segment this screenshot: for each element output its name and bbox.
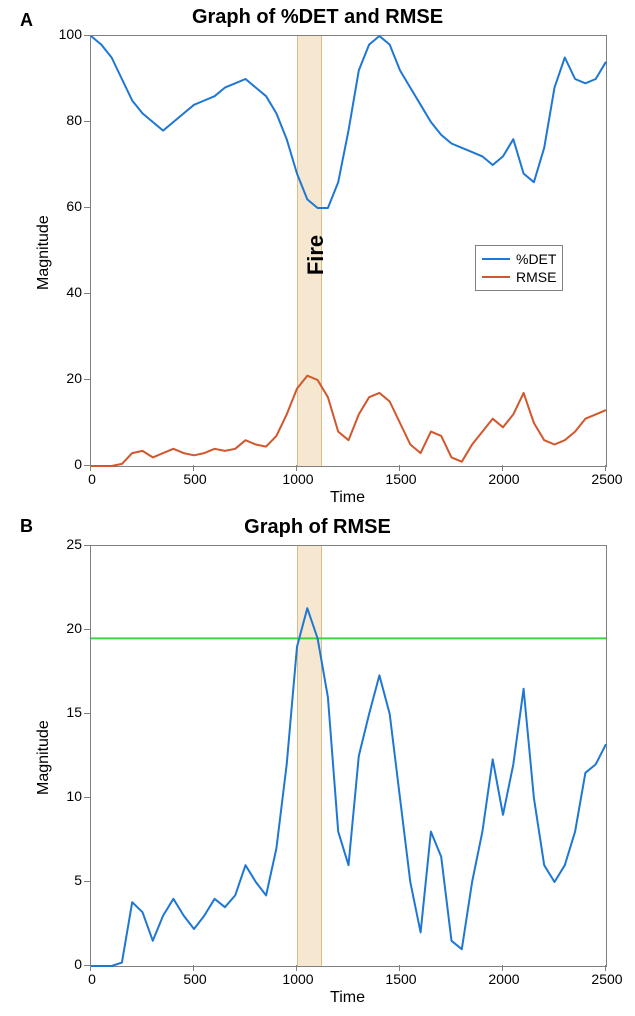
- y-tick: [84, 881, 90, 882]
- y-tick: [84, 121, 90, 122]
- y-tick: [84, 965, 90, 966]
- legend-label: RMSE: [516, 269, 556, 285]
- y-tick: [84, 629, 90, 630]
- y-tick-label: 0: [74, 956, 82, 972]
- legend-entry: %DET: [482, 250, 556, 268]
- x-tick-label: 1500: [381, 471, 421, 487]
- y-tick: [84, 207, 90, 208]
- series-rmse: [91, 608, 606, 966]
- x-tick-label: 500: [175, 471, 215, 487]
- panel-a-title: Graph of %DET and RMSE: [0, 6, 635, 29]
- legend-swatch: [482, 258, 510, 260]
- y-tick-label: 40: [66, 284, 82, 300]
- legend-label: %DET: [516, 251, 556, 267]
- y-tick: [84, 797, 90, 798]
- y-tick-label: 80: [66, 112, 82, 128]
- y-tick-label: 20: [66, 370, 82, 386]
- x-axis-label: Time: [90, 989, 605, 1007]
- x-tick-label: 2500: [587, 971, 627, 987]
- y-axis-label: Magnitude: [35, 720, 53, 795]
- x-tick-label: 2000: [484, 971, 524, 987]
- legend-entry: RMSE: [482, 268, 556, 286]
- x-tick-label: 500: [175, 971, 215, 987]
- y-tick: [84, 293, 90, 294]
- series-rmse: [91, 376, 606, 466]
- x-axis-label: Time: [90, 489, 605, 507]
- x-tick-label: 0: [72, 471, 112, 487]
- x-tick-label: 1500: [381, 971, 421, 987]
- figure-page: A Graph of %DET and RMSE Fire B Graph of…: [0, 0, 635, 1016]
- y-tick-label: 100: [59, 26, 82, 42]
- y-axis-label: Magnitude: [35, 215, 53, 290]
- x-tick-label: 2000: [484, 471, 524, 487]
- y-tick: [84, 713, 90, 714]
- x-tick-label: 0: [72, 971, 112, 987]
- y-tick-label: 5: [74, 872, 82, 888]
- y-tick-label: 25: [66, 536, 82, 552]
- x-tick-label: 1000: [278, 971, 318, 987]
- y-tick-label: 15: [66, 704, 82, 720]
- y-tick-label: 60: [66, 198, 82, 214]
- x-tick-label: 2500: [587, 471, 627, 487]
- y-tick-label: 20: [66, 620, 82, 636]
- y-tick: [84, 465, 90, 466]
- y-tick: [84, 545, 90, 546]
- x-tick-label: 1000: [278, 471, 318, 487]
- panel-b-title: Graph of RMSE: [0, 516, 635, 539]
- panel-b-plot: [90, 545, 607, 967]
- y-tick-label: 10: [66, 788, 82, 804]
- legend-swatch: [482, 276, 510, 278]
- legend: %DET RMSE: [475, 245, 563, 291]
- y-tick: [84, 35, 90, 36]
- y-tick-label: 0: [74, 456, 82, 472]
- y-tick: [84, 379, 90, 380]
